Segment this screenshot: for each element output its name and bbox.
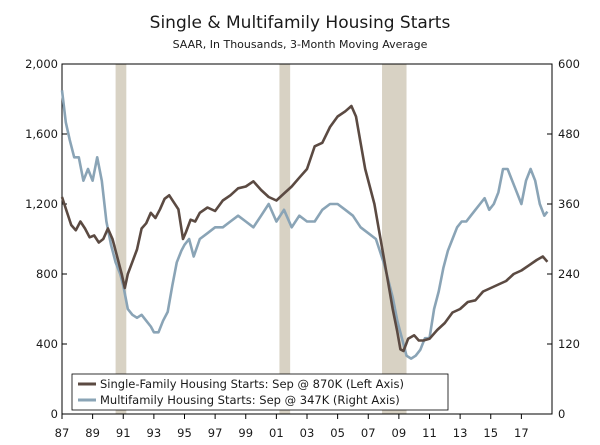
x-axis-label-13: 13 xyxy=(453,426,468,440)
legend: Single-Family Housing Starts: Sep @ 870K… xyxy=(71,373,449,411)
x-axis-label-7: 01 xyxy=(269,426,284,440)
series-line-multifamily xyxy=(60,90,549,360)
x-axis-label-6: 99 xyxy=(238,426,253,440)
x-axis-label-4: 95 xyxy=(177,426,192,440)
recession-band-1 xyxy=(279,64,291,414)
right-axis-label-4: 480 xyxy=(558,127,580,141)
plot-frame xyxy=(61,63,553,415)
x-axis-label-10: 07 xyxy=(361,426,376,440)
right-axis-label-1: 120 xyxy=(558,337,580,351)
x-axis-label-11: 09 xyxy=(392,426,407,440)
right-axis-label-3: 360 xyxy=(558,197,580,211)
x-axis-label-8: 03 xyxy=(300,426,315,440)
axes: 0 400 800 1,200 1,600 2,000 0 120 240 360 480 600 87… xyxy=(25,57,580,440)
left-axis-label-3: 1,200 xyxy=(25,197,58,211)
x-axis-label-3: 93 xyxy=(147,426,162,440)
x-axis-label-14: 15 xyxy=(483,426,498,440)
legend-box xyxy=(71,373,449,411)
x-axis-label-1: 89 xyxy=(85,426,100,440)
right-axis-label-5: 600 xyxy=(558,57,580,71)
x-axis-label-5: 97 xyxy=(208,426,223,440)
legend-label-multifamily: Multifamily Housing Starts: Sep @ 347K (… xyxy=(100,393,400,407)
recession-band-0 xyxy=(115,64,127,414)
chart-title: Single & Multifamily Housing Starts xyxy=(150,13,451,33)
recession-band-2 xyxy=(382,64,407,414)
x-axis-label-9: 05 xyxy=(330,426,345,440)
chart-subtitle: SAAR, In Thousands, 3-Month Moving Avera… xyxy=(173,38,428,51)
left-axis-label-5: 2,000 xyxy=(25,57,58,71)
legend-label-single-family: Single-Family Housing Starts: Sep @ 870K… xyxy=(100,377,404,391)
right-axis-label-2: 240 xyxy=(558,267,580,281)
recession-bands xyxy=(115,64,407,414)
x-axis-label-2: 91 xyxy=(116,426,131,440)
x-axis-label-12: 11 xyxy=(422,426,437,440)
x-axis-label-0: 87 xyxy=(55,426,70,440)
series-lines xyxy=(60,90,549,360)
left-axis-label-1: 400 xyxy=(36,337,58,351)
left-axis-label-0: 0 xyxy=(51,407,58,421)
left-axis-label-4: 1,600 xyxy=(25,127,58,141)
series-line-single-family xyxy=(60,104,549,353)
left-axis-label-2: 800 xyxy=(36,267,58,281)
right-axis-label-0: 0 xyxy=(558,407,565,421)
x-axis-label-15: 17 xyxy=(514,426,529,440)
